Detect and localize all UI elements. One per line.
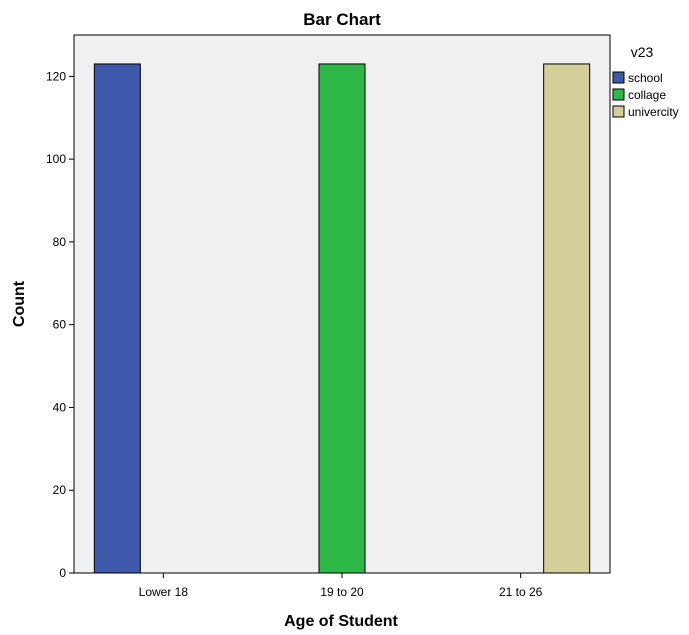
x-axis-title: Age of Student [284,613,398,630]
bar-school-lower-18 [93,63,141,574]
y-axis-title: Count [11,280,28,327]
bar-univercity-21-to-26 [543,63,591,574]
legend: v23 school collage univercity [612,44,679,119]
y-tick-label: 60 [53,318,67,332]
y-tick-label: 100 [46,152,66,166]
legend-label-collage: collage [628,88,666,102]
y-tick-label: 0 [59,566,66,580]
legend-swatch-school [612,71,625,84]
legend-swatch-collage [612,88,625,101]
y-tick-label: 80 [53,235,67,249]
legend-title: v23 [631,44,654,60]
y-axis: 0 20 40 60 80 100 120 [46,69,74,580]
x-tick-label: Lower 18 [139,585,189,599]
legend-swatch-univercity [612,105,625,118]
y-tick-label: 40 [53,400,67,414]
x-tick-label: 19 to 20 [320,585,364,599]
y-tick-label: 20 [53,483,67,497]
bars [93,63,591,574]
chart-title: Bar Chart [303,10,381,29]
x-tick-label: 21 to 26 [499,585,543,599]
x-axis: Lower 18 19 to 20 21 to 26 [139,573,543,599]
legend-label-univercity: univercity [628,105,679,119]
legend-label-school: school [628,71,663,85]
y-tick-label: 120 [46,69,66,83]
bar-collage-19-to-20 [318,63,366,574]
